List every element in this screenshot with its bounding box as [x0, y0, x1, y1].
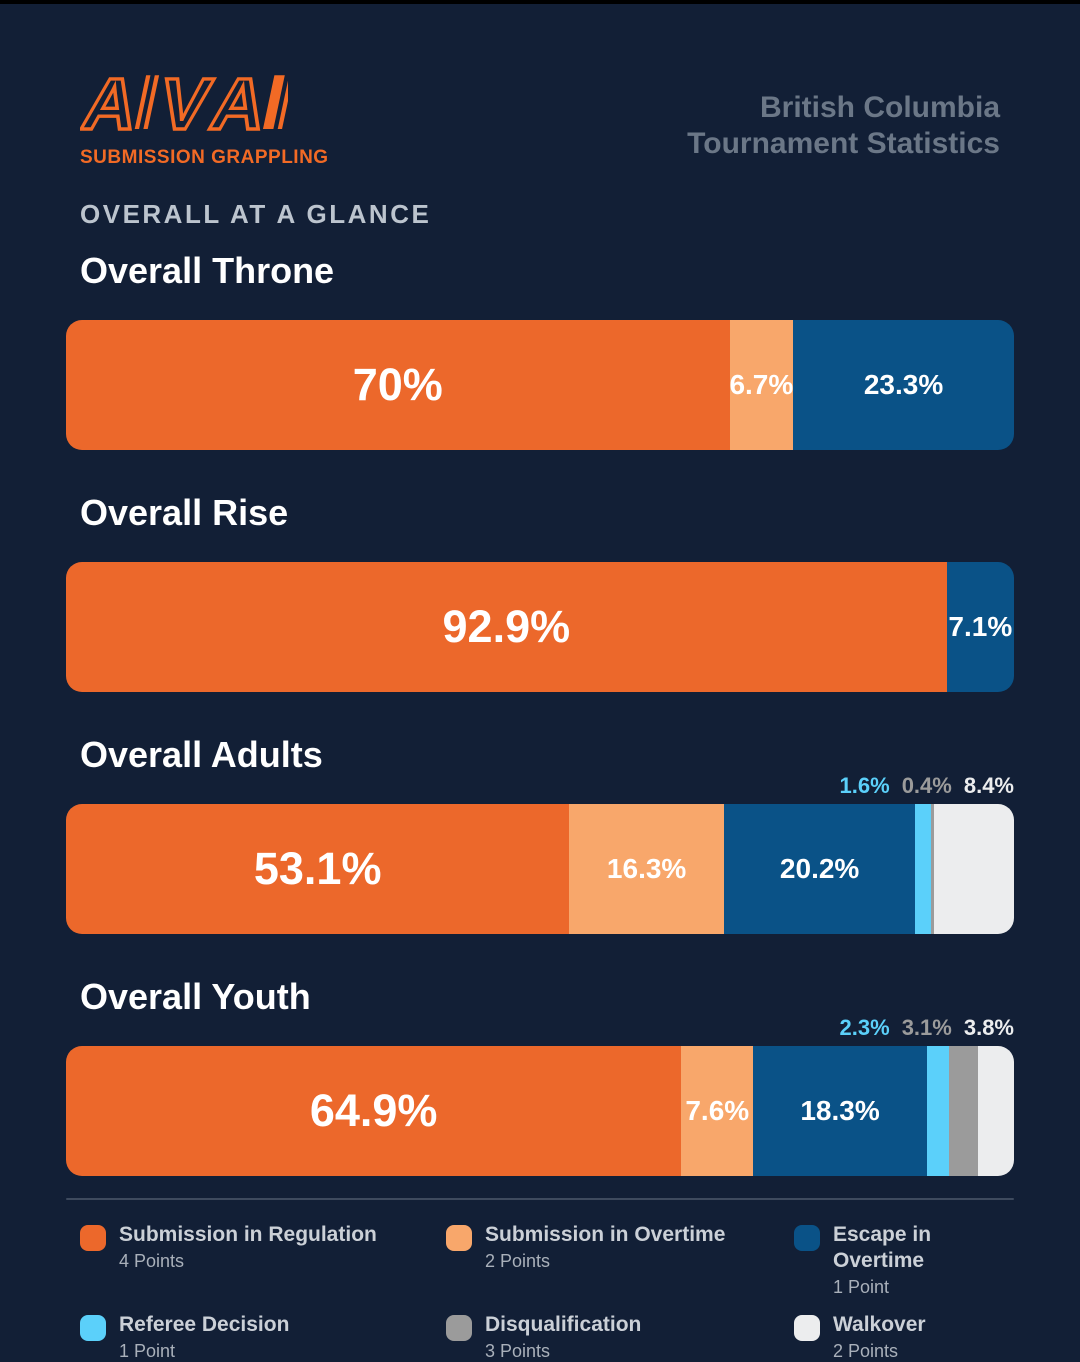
above-label-disqualification: 3.1%: [901, 1015, 952, 1040]
page-title-line2: Tournament Statistics: [687, 127, 1000, 160]
above-label-referee-decision: 1.6%: [839, 773, 890, 798]
escape-in-overtime-swatch: [794, 1225, 820, 1251]
stacked-bar-overall-youth: 64.9% 7.6% 18.3%: [66, 1046, 1014, 1176]
segment-submission-in-overtime: 16.3%: [569, 804, 724, 934]
chart-overall-throne: Overall Throne 70% 6.7% 23.3%: [66, 250, 1014, 450]
submission-in-regulation-swatch: [80, 1225, 106, 1251]
legend-text: Disqualification 3 Points: [485, 1312, 641, 1362]
infographic-page: A V A SUBMISSION GRAPPLING British Colum…: [0, 4, 1080, 1362]
segment-label: 23.3%: [863, 369, 944, 400]
legend-item-referee-decision: Referee Decision 1 Point: [80, 1312, 446, 1362]
above-label-walkover: 8.4%: [963, 773, 1014, 798]
submission-in-overtime-swatch: [446, 1225, 472, 1251]
stacked-bar-overall-throne: 70% 6.7% 23.3%: [66, 320, 1014, 450]
chart-title: Overall Youth: [80, 976, 311, 1017]
legend-text: Submission in Overtime 2 Points: [485, 1222, 725, 1272]
legend-name: Escape in Overtime: [833, 1223, 932, 1272]
segment-label: 16.3%: [606, 853, 687, 884]
disqualification-swatch: [446, 1315, 472, 1341]
above-bar-labels: [66, 534, 1014, 562]
chart-overall-adults: Overall Adults 1.6% 0.4% 8.4% 53.1% 16.3% 20.2…: [66, 734, 1014, 934]
segment-submission-in-regulation: 92.9%: [66, 562, 947, 692]
stacked-bar-overall-adults: 53.1% 16.3% 20.2%: [66, 804, 1014, 934]
ava-logo-mark: A V A: [74, 61, 294, 147]
logo-slash-2a: [262, 75, 285, 129]
legend-points: 4 Points: [119, 1251, 185, 1271]
above-bar-labels: [66, 292, 1014, 320]
segment-submission-in-regulation: 70%: [66, 320, 730, 450]
legend-name: Submission in Overtime: [485, 1223, 726, 1246]
segment-escape-in-overtime: 7.1%: [946, 562, 1014, 692]
segment-walkover: [934, 804, 1014, 934]
page-title: British Columbia Tournament Statistics: [687, 90, 1000, 162]
chart-title: Overall Rise: [80, 492, 289, 533]
header: A V A SUBMISSION GRAPPLING British Colum…: [66, 4, 1014, 169]
legend-points: 1 Point: [119, 1341, 176, 1361]
referee-decision-swatch: [80, 1315, 106, 1341]
legend-item-escape-in-overtime: Escape in Overtime 1 Point: [794, 1222, 1000, 1298]
legend: Submission in Regulation 4 Points Submissi…: [66, 1200, 1014, 1362]
legend-text: Submission in Regulation 4 Points: [119, 1222, 377, 1272]
segment-disqualification: [930, 804, 935, 934]
legend-name: Submission in Regulation: [119, 1223, 377, 1246]
segment-referee-decision: [915, 804, 931, 934]
segment-submission-in-regulation: 64.9%: [66, 1046, 682, 1176]
ava-logo: A V A SUBMISSION GRAPPLING: [74, 61, 329, 169]
logo-slash-1b: [143, 75, 160, 129]
segment-walkover: [977, 1046, 1014, 1176]
logo-tagline: SUBMISSION GRAPPLING: [80, 147, 329, 168]
segment-label: 92.9%: [442, 601, 571, 652]
segment-label: 64.9%: [309, 1085, 438, 1136]
segment-label: 7.6%: [685, 1095, 750, 1126]
legend-item-walkover: Walkover 2 Points: [794, 1312, 1000, 1362]
above-bar-labels: 1.6% 0.4% 8.4%: [66, 773, 1014, 804]
walkover-swatch: [794, 1315, 820, 1341]
legend-points: 2 Points: [833, 1341, 899, 1361]
section-eyebrow: OVERALL AT A GLANCE: [80, 199, 432, 229]
top-border-strip: [0, 0, 1080, 4]
segment-referee-decision: [926, 1046, 949, 1176]
charts: Overall Throne 70% 6.7% 23.3% Overall Rise 92…: [66, 250, 1014, 1176]
segment-submission-in-overtime: 7.6%: [681, 1046, 754, 1176]
segment-disqualification: [948, 1046, 978, 1176]
legend-points: 1 Point: [833, 1277, 890, 1297]
legend-item-submission-in-overtime: Submission in Overtime 2 Points: [446, 1222, 794, 1298]
segment-label: 18.3%: [800, 1095, 880, 1126]
legend-divider: [66, 1198, 1014, 1200]
above-label-referee-decision: 2.3%: [839, 1015, 890, 1040]
above-label-disqualification: 0.4%: [901, 773, 952, 798]
segment-submission-in-regulation: 53.1%: [66, 804, 570, 934]
legend-text: Referee Decision 1 Point: [119, 1312, 289, 1362]
legend-text: Walkover 2 Points: [833, 1312, 926, 1362]
segment-label: 70%: [352, 359, 443, 410]
page-title-line1: British Columbia: [759, 91, 1000, 124]
segment-escape-in-overtime: 23.3%: [793, 320, 1014, 450]
segment-submission-in-overtime: 6.7%: [729, 320, 794, 450]
segment-label: 20.2%: [779, 853, 860, 884]
stacked-bar-overall-rise: 92.9% 7.1%: [66, 562, 1014, 692]
legend-item-submission-in-regulation: Submission in Regulation 4 Points: [80, 1222, 446, 1298]
chart-title: Overall Throne: [80, 250, 335, 291]
legend-text: Escape in Overtime 1 Point: [833, 1222, 1000, 1298]
chart-overall-rise: Overall Rise 92.9% 7.1%: [66, 492, 1014, 692]
segment-escape-in-overtime: 18.3%: [753, 1046, 927, 1176]
logo-slash-1a: [134, 75, 151, 129]
chart-overall-youth: Overall Youth 2.3% 3.1% 3.8% 64.9% 7.6% 18.3%: [66, 976, 1014, 1176]
legend-name: Disqualification: [485, 1313, 642, 1336]
legend-name: Referee Decision: [119, 1313, 290, 1336]
legend-name: Walkover: [833, 1313, 926, 1336]
segment-label: 7.1%: [948, 611, 1013, 642]
legend-points: 3 Points: [485, 1341, 551, 1361]
segment-label: 6.7%: [729, 369, 794, 400]
segment-escape-in-overtime: 20.2%: [723, 804, 916, 934]
legend-points: 2 Points: [485, 1251, 551, 1271]
above-label-walkover: 3.8%: [963, 1015, 1014, 1040]
chart-title: Overall Adults: [80, 734, 323, 775]
legend-item-disqualification: Disqualification 3 Points: [446, 1312, 794, 1362]
above-bar-labels: 2.3% 3.1% 3.8%: [66, 1015, 1014, 1046]
segment-label: 53.1%: [253, 843, 382, 894]
